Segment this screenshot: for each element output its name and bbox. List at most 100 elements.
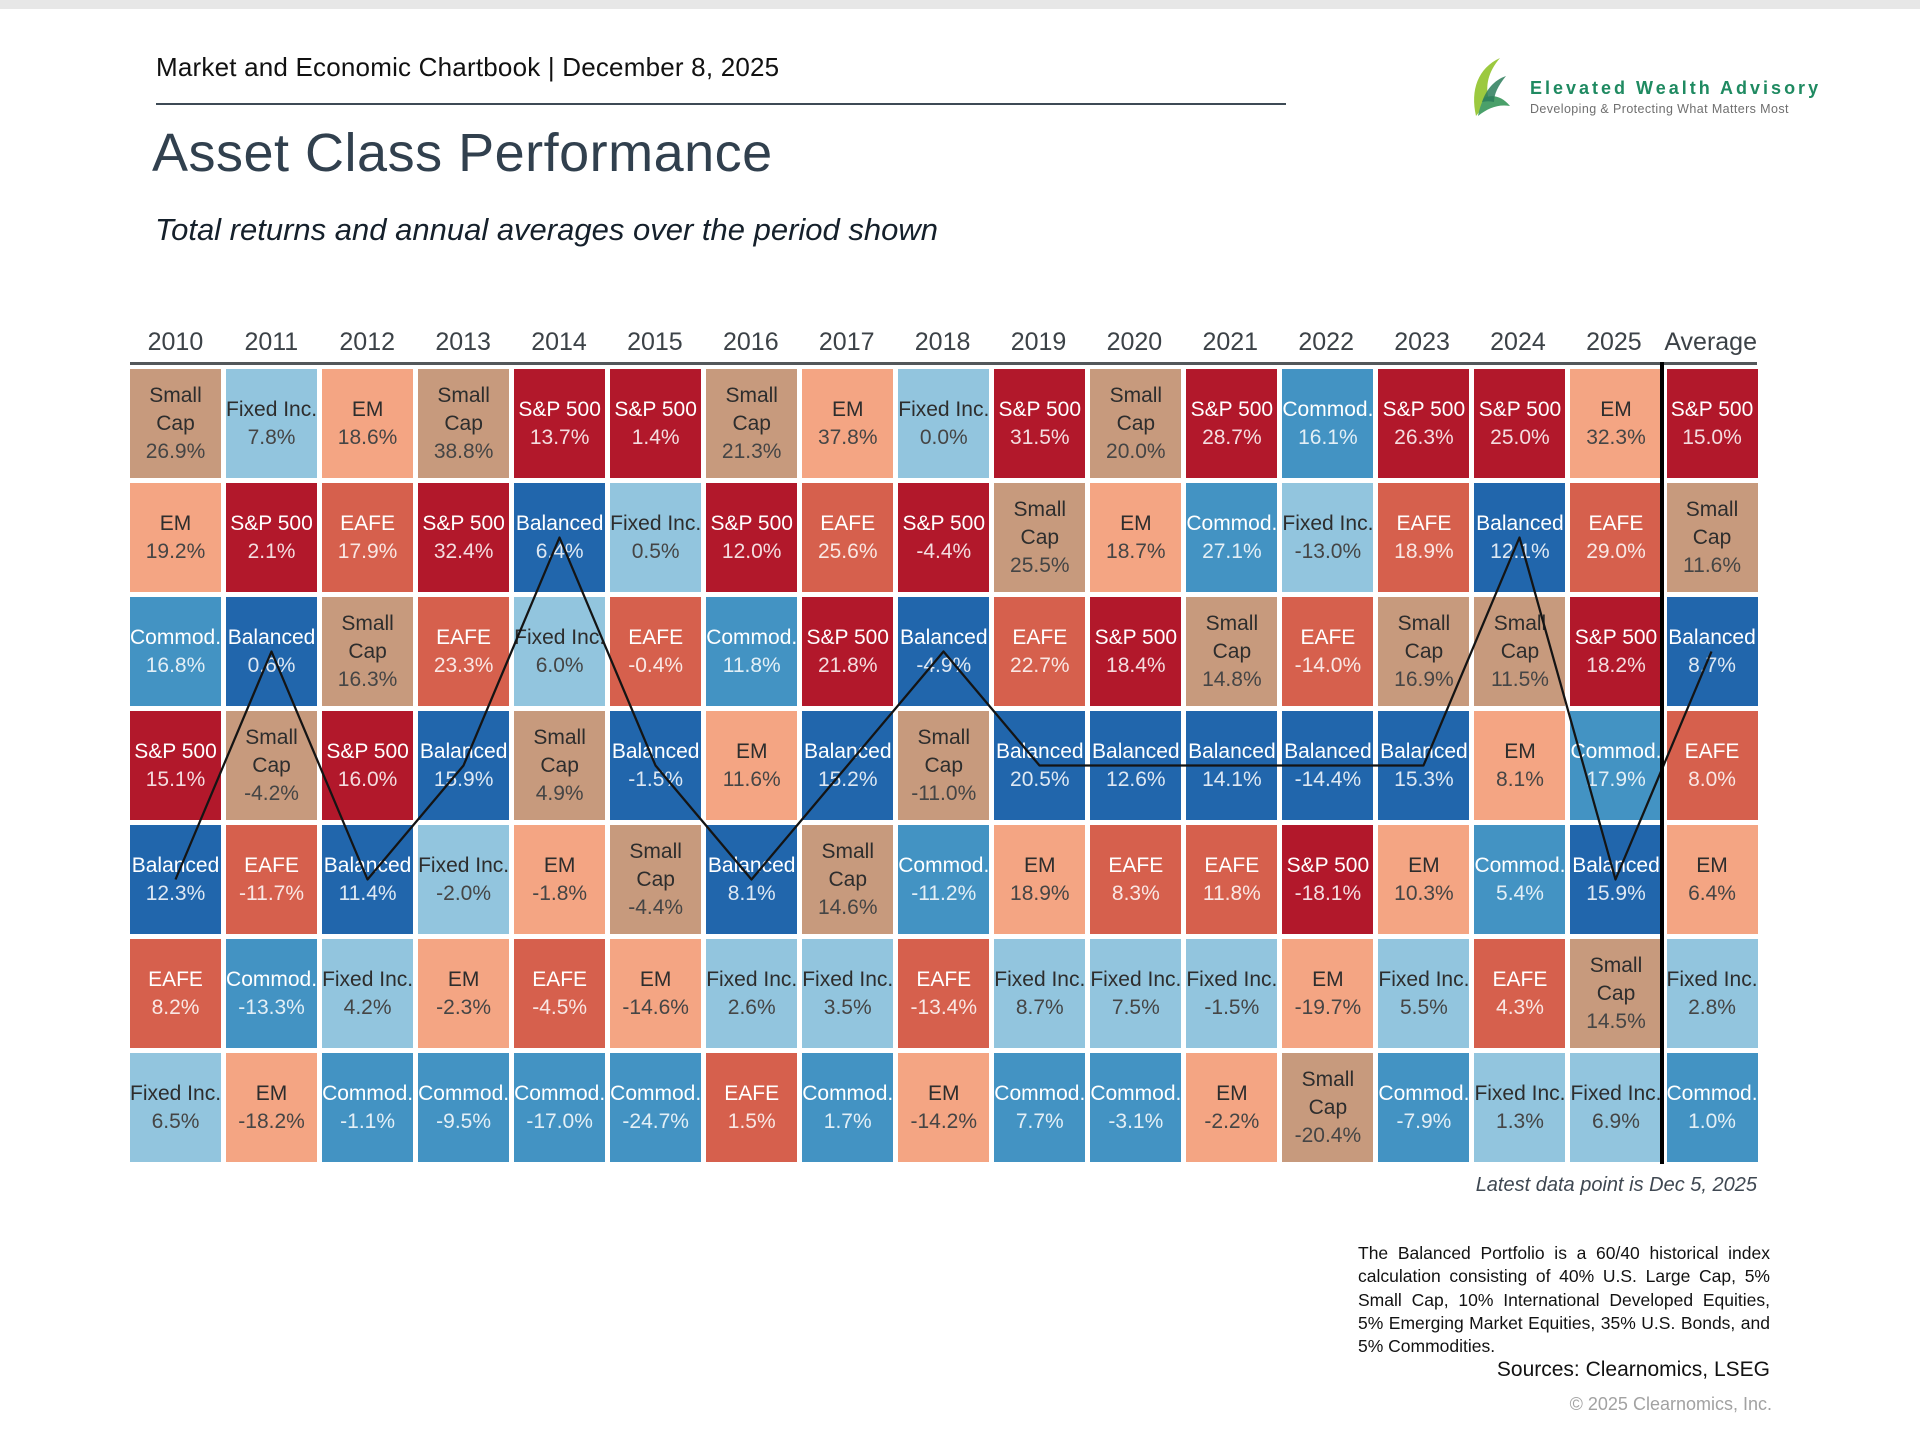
asset-cell: Commod. -1.1% <box>322 1053 414 1162</box>
asset-cell: EM 18.9% <box>994 825 1086 934</box>
asset-cell: EAFE -13.4% <box>898 939 990 1048</box>
asset-cell-value: 6.0% <box>535 653 584 677</box>
asset-cell-label: EM <box>1216 1081 1248 1105</box>
asset-cell-label: Commod. <box>1570 739 1662 763</box>
asset-cell-value: -19.7% <box>1294 995 1362 1019</box>
asset-cell-label: Balanced <box>1092 739 1180 763</box>
asset-cell-value: 17.9% <box>1586 767 1646 791</box>
asset-cell: Balanced 11.4% <box>322 825 414 934</box>
asset-cell: Small Cap -11.0% <box>898 711 990 820</box>
asset-cell-label: Commod. <box>1474 853 1566 877</box>
asset-cell-label: Balanced <box>227 625 316 649</box>
asset-cell-label: Small Cap <box>1109 383 1163 435</box>
asset-cell-label: EM <box>1504 739 1536 763</box>
asset-cell: Commod. 16.1% <box>1282 369 1374 478</box>
asset-cell-value: 11.4% <box>338 881 397 905</box>
asset-cell-value: -3.1% <box>1108 1109 1164 1133</box>
asset-cell-label: EAFE <box>1012 625 1068 649</box>
asset-cell: S&P 500 -4.4% <box>898 483 990 592</box>
asset-cell: EM 19.2% <box>130 483 222 592</box>
asset-cell: Commod. -3.1% <box>1090 1053 1182 1162</box>
asset-cell-value: 3.5% <box>823 995 872 1019</box>
asset-cell: S&P 500 28.7% <box>1186 369 1278 478</box>
asset-cell: Balanced 20.5% <box>994 711 1086 820</box>
asset-cell: EAFE 8.3% <box>1090 825 1182 934</box>
asset-cell-label: Balanced <box>1188 739 1276 763</box>
asset-cell-label: Fixed Inc. <box>514 625 606 649</box>
asset-cell-label: EM <box>928 1081 960 1105</box>
asset-cell-value: -24.7% <box>622 1109 689 1133</box>
asset-cell-label: S&P 500 <box>710 511 793 535</box>
asset-cell-label: Small Cap <box>533 725 586 777</box>
asset-cell-label: Commod. <box>130 625 222 649</box>
asset-cell: S&P 500 32.4% <box>418 483 510 592</box>
asset-cell-label: Fixed Inc. <box>610 511 702 535</box>
asset-cell: Commod. -24.7% <box>610 1053 702 1162</box>
asset-cell-value: -11.2% <box>911 881 977 905</box>
logo-tagline: Developing & Protecting What Matters Mos… <box>1530 102 1789 116</box>
asset-cell: EAFE 8.0% <box>1666 711 1758 820</box>
asset-cell-label: S&P 500 <box>998 397 1082 421</box>
asset-cell-value: 2.1% <box>247 539 296 563</box>
column-header-year: 2016 <box>723 328 779 356</box>
asset-cell: EAFE 29.0% <box>1570 483 1662 592</box>
asset-cell-value: -2.2% <box>1204 1109 1260 1133</box>
asset-cell-value: 14.1% <box>1202 767 1262 791</box>
asset-cell-value: 4.2% <box>343 995 392 1019</box>
asset-cell-value: 1.5% <box>727 1109 776 1133</box>
asset-cell: EM 18.6% <box>322 369 414 478</box>
asset-cell-value: 20.0% <box>1106 439 1166 463</box>
asset-cell-value: 8.1% <box>1496 767 1544 791</box>
asset-cell: S&P 500 15.0% <box>1666 369 1758 478</box>
asset-cell-value: -11.7% <box>239 881 305 905</box>
asset-cell-label: Small Cap <box>1013 497 1067 549</box>
asset-cell: Small Cap 16.9% <box>1378 597 1470 706</box>
asset-cell: Balanced 14.1% <box>1186 711 1278 820</box>
asset-cell-value: 22.7% <box>1010 653 1070 677</box>
asset-cell: EAFE 22.7% <box>994 597 1086 706</box>
asset-cell-label: Balanced <box>131 853 220 877</box>
column-header-year: 2024 <box>1490 328 1546 356</box>
asset-cell-label: Commod. <box>802 1081 894 1105</box>
asset-cell-label: Commod. <box>1090 1081 1182 1105</box>
asset-cell-label: Fixed Inc. <box>1474 1081 1566 1105</box>
asset-cell: EAFE 17.9% <box>322 483 414 592</box>
asset-cell-label: Commod. <box>226 967 318 991</box>
asset-cell-label: Balanced <box>996 739 1084 763</box>
asset-cell: Commod. 16.8% <box>130 597 222 706</box>
asset-cell-label: S&P 500 <box>1670 397 1754 421</box>
asset-cell-value: 6.4% <box>535 539 584 563</box>
asset-cell: Balanced 12.6% <box>1090 711 1182 820</box>
asset-cell: Balanced -14.4% <box>1282 711 1374 820</box>
asset-cell-label: Balanced <box>899 625 988 649</box>
column-header-year: 2015 <box>627 328 683 356</box>
asset-cell-label: Commod. <box>1186 511 1278 535</box>
asset-cell-value: -13.0% <box>1294 539 1362 563</box>
asset-cell: Fixed Inc. -2.0% <box>418 825 509 934</box>
asset-cell-value: -17.0% <box>526 1109 593 1133</box>
asset-cell-value: 11.8% <box>1202 881 1261 905</box>
page-title: Asset Class Performance <box>152 123 773 183</box>
asset-cell-value: 8.3% <box>1111 881 1160 905</box>
asset-cell-label: S&P 500 <box>1382 397 1466 421</box>
asset-cell-label: Fixed Inc. <box>418 853 510 877</box>
asset-cell: S&P 500 18.4% <box>1090 597 1182 706</box>
asset-cell: EM -18.2% <box>226 1053 318 1162</box>
asset-cell-label: EM <box>159 511 192 535</box>
asset-cell-value: 15.2% <box>817 767 878 791</box>
asset-cell-label: Small Cap <box>437 383 490 435</box>
asset-cell-value: 29.0% <box>1586 539 1646 563</box>
grid-header-rule <box>130 362 1757 365</box>
asset-cell-value: 6.9% <box>1592 1109 1640 1133</box>
asset-cell-value: 6.5% <box>151 1109 200 1133</box>
asset-cell: EM 18.7% <box>1090 483 1182 592</box>
asset-cell-value: 18.6% <box>337 425 398 449</box>
asset-cell-label: EAFE <box>820 511 876 535</box>
asset-cell: Fixed Inc. 6.0% <box>514 597 605 706</box>
asset-cell-label: Small Cap <box>1685 497 1739 549</box>
asset-cell-value: 32.4% <box>433 539 494 563</box>
asset-cell: Fixed Inc. 3.5% <box>802 939 893 1048</box>
asset-cell-label: S&P 500 <box>1478 397 1562 421</box>
asset-cell: EAFE 1.5% <box>706 1053 798 1162</box>
leaf-logo-icon <box>1474 58 1510 116</box>
